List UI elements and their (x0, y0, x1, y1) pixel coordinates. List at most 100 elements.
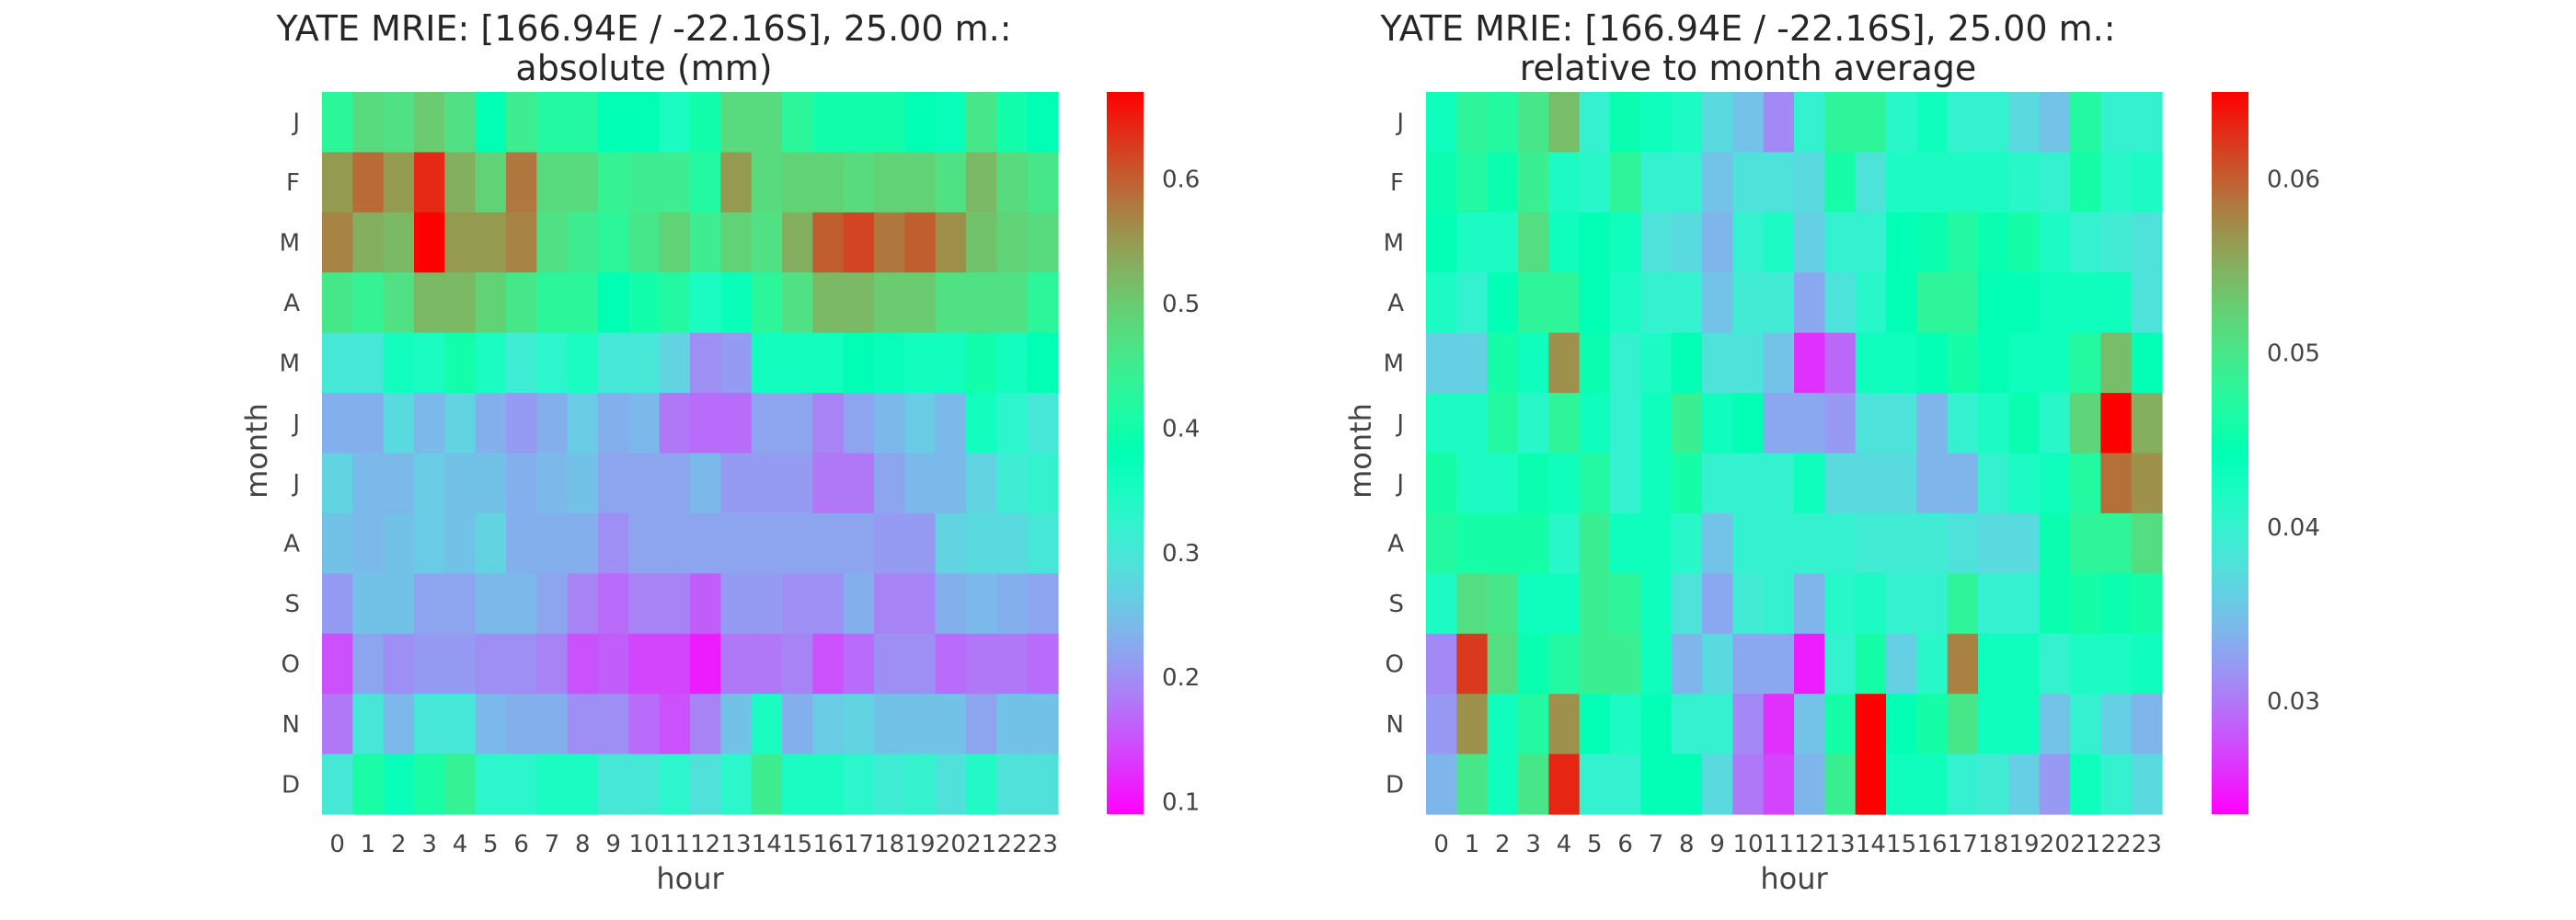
heatmap-cell: M / 22: 0.49 (996, 212, 1029, 273)
x-tick-label: 20 (936, 831, 966, 858)
heatmap-cell: M / 21: 0.047 (2070, 332, 2101, 394)
heatmap-cell: F / 13: 0.046 (1824, 152, 1857, 213)
heatmap-cell: J / 5: 0.25 (475, 453, 507, 514)
heatmap-cell: O / 0: 0.15 (322, 633, 353, 695)
heatmap-cell: M / 0: 0.57 (322, 212, 353, 273)
heatmap-cell: F / 13: 0.55 (720, 152, 753, 213)
heatmap-cell: S / 5: 0.24 (475, 573, 507, 635)
heatmap-cell: F / 4: 0.042 (1548, 152, 1581, 213)
heatmap-cell: M / 20: 0.56 (935, 212, 967, 273)
heatmap-cell: J / 9: 0.037 (1702, 92, 1733, 154)
heatmap-cell: J / 23: 0.055 (2131, 393, 2163, 454)
heatmap-cell: J / 18: 0.24 (874, 393, 905, 454)
heatmap-cell: S / 2: 0.25 (383, 573, 415, 635)
heatmap-cell: J / 7: 0.043 (1640, 453, 1673, 514)
heatmap-cell: A / 0: 0.25 (322, 512, 353, 574)
heatmap-cell: J / 7: 0.42 (536, 92, 569, 154)
heatmap-cell: N / 11: 0.15 (659, 694, 691, 755)
heatmap-cell: N / 18: 0.25 (874, 694, 905, 755)
heatmap-cell: M / 7: 0.33 (536, 332, 569, 394)
heatmap-cell: S / 23: 0.22 (1027, 573, 1059, 635)
heatmap-cell: D / 22: 0.29 (996, 753, 1029, 815)
heatmap-cell: F / 3: 0.64 (414, 152, 445, 213)
heatmap-cell: M / 3: 0.35 (414, 332, 445, 394)
heatmap-cell: S / 17: 0.048 (1947, 573, 1979, 635)
colorbar: 0.1 0.2 0.3 0.4 0.5 0.6 (1107, 92, 1200, 816)
heatmap-cell: D / 16: 0.35 (812, 753, 845, 815)
heatmap-cell: O / 20: 0.04 (2039, 633, 2071, 695)
heatmap-cell: D / 3: 0.41 (414, 753, 445, 815)
x-tick-label: 15 (782, 831, 812, 858)
heatmap-cell: J / 22: 0.4 (996, 92, 1029, 154)
heatmap-cell: O / 6: 0.049 (1610, 633, 1641, 695)
heatmap-cell: A / 0: 0.042 (1426, 272, 1457, 334)
heatmap-cell: D / 16: 0.043 (1916, 753, 1949, 815)
colorbar: 0.03 0.04 0.05 0.06 (2212, 92, 2320, 814)
heatmap-cell: M / 11: 0.035 (1763, 332, 1795, 394)
heatmap-cell: D / 23: 0.037 (2131, 753, 2163, 815)
heatmap-cell: A / 10: 0.039 (1732, 272, 1765, 334)
heatmap-cell: A / 9: 0.38 (598, 272, 629, 334)
heatmap-cell: S / 10: 0.19 (628, 573, 661, 635)
heatmap-cell: F / 14: 0.038 (1855, 152, 1887, 213)
heatmap-cell: J / 14: 0.48 (751, 92, 783, 154)
heatmap-cell: F / 21: 0.52 (966, 152, 997, 213)
heatmap-cell: S / 22: 0.045 (2100, 573, 2133, 635)
heatmap-cell: D / 22: 0.04 (2100, 753, 2133, 815)
heatmap-cell: J / 4: 0.048 (1548, 393, 1581, 454)
heatmap-cell: O / 17: 0.058 (1947, 633, 1979, 695)
heatmap-cell: A / 23: 0.051 (2131, 512, 2163, 574)
heatmap-cell: M / 15: 0.043 (1886, 332, 1917, 394)
heatmap-cell: A / 13: 0.22 (720, 512, 753, 574)
heatmap-cell: O / 12: 0.11 (690, 633, 721, 695)
heatmap-cell: J / 10: 0.24 (628, 393, 661, 454)
heatmap-cell: M / 1: 0.036 (1456, 332, 1489, 394)
y-axis-label: month (1343, 403, 1378, 499)
heatmap-cell: M / 11: 0.042 (1763, 212, 1795, 273)
heatmap-cell: A / 14: 0.041 (1855, 272, 1887, 334)
x-tick-label: 4 (453, 831, 468, 858)
heatmap-cell: A / 2: 0.47 (383, 272, 415, 334)
heatmap-cell: N / 20: 0.035 (2039, 694, 2071, 755)
heatmap-cell: A / 19: 0.21 (904, 512, 937, 574)
heatmap-cell: A / 18: 0.21 (874, 512, 905, 574)
heatmap-cell: O / 1: 0.22 (352, 633, 385, 695)
heatmap-cell: J / 19: 0.24 (904, 453, 937, 514)
heatmap-cell: A / 20: 0.045 (2039, 512, 2071, 574)
heatmap-cell: M / 17: 0.047 (1947, 212, 1979, 273)
heatmap-cell: A / 15: 0.22 (782, 512, 813, 574)
heatmap-cell: A / 21: 0.47 (966, 272, 997, 334)
heatmap-cell: A / 5: 0.49 (475, 272, 507, 334)
heatmap-cell: A / 0: 0.46 (322, 272, 353, 334)
heatmap-cell: N / 16: 0.046 (1916, 694, 1949, 755)
y-tick-label: F (286, 169, 300, 197)
heatmap-cell: M / 13: 0.49 (720, 212, 753, 273)
heatmap-cell: M / 1: 0.042 (1456, 212, 1489, 273)
heatmap-cell: M / 0: 0.3 (322, 332, 353, 394)
x-tick-label: 19 (904, 831, 935, 858)
heatmap-cell: J / 19: 0.045 (2008, 393, 2041, 454)
heatmap-cell: J / 5: 0.047 (1579, 453, 1611, 514)
heatmap-cell: M / 9: 0.038 (1702, 332, 1733, 394)
heatmap-cell: J / 6: 0.045 (1610, 92, 1641, 154)
heatmap-cell: J / 15: 0.041 (1886, 92, 1917, 154)
heatmap-cell: M / 18: 0.58 (874, 212, 905, 273)
heatmap-cell: M / 9: 0.3 (598, 332, 629, 394)
heatmap-cell: A / 13: 0.37 (720, 272, 753, 334)
heatmap-cell: S / 2: 0.05 (1487, 573, 1519, 635)
heatmap-cell: O / 10: 0.14 (628, 633, 661, 695)
heatmap-cell: J / 13: 0.21 (720, 453, 753, 514)
heatmap-cell: F / 11: 0.038 (1763, 152, 1795, 213)
heatmap-cell: J / 15: 0.22 (782, 393, 813, 454)
heatmap-cell: J / 2: 0.28 (383, 393, 415, 454)
heatmap-cell: M / 10: 0.04 (1732, 212, 1765, 273)
heatmap-cell: A / 2: 0.25 (383, 512, 415, 574)
heatmap-cell: S / 11: 0.04 (1763, 573, 1795, 635)
heatmap-cell: O / 4: 0.21 (444, 633, 477, 695)
heatmap-cell: S / 23: 0.046 (2131, 573, 2163, 635)
heatmap-cell: M / 17: 0.38 (843, 332, 875, 394)
x-axis-label: hour (1760, 861, 1828, 896)
heatmap-cell: M / 4: 0.55 (444, 212, 477, 273)
heatmap-cell: J / 18: 0.4 (874, 92, 905, 154)
